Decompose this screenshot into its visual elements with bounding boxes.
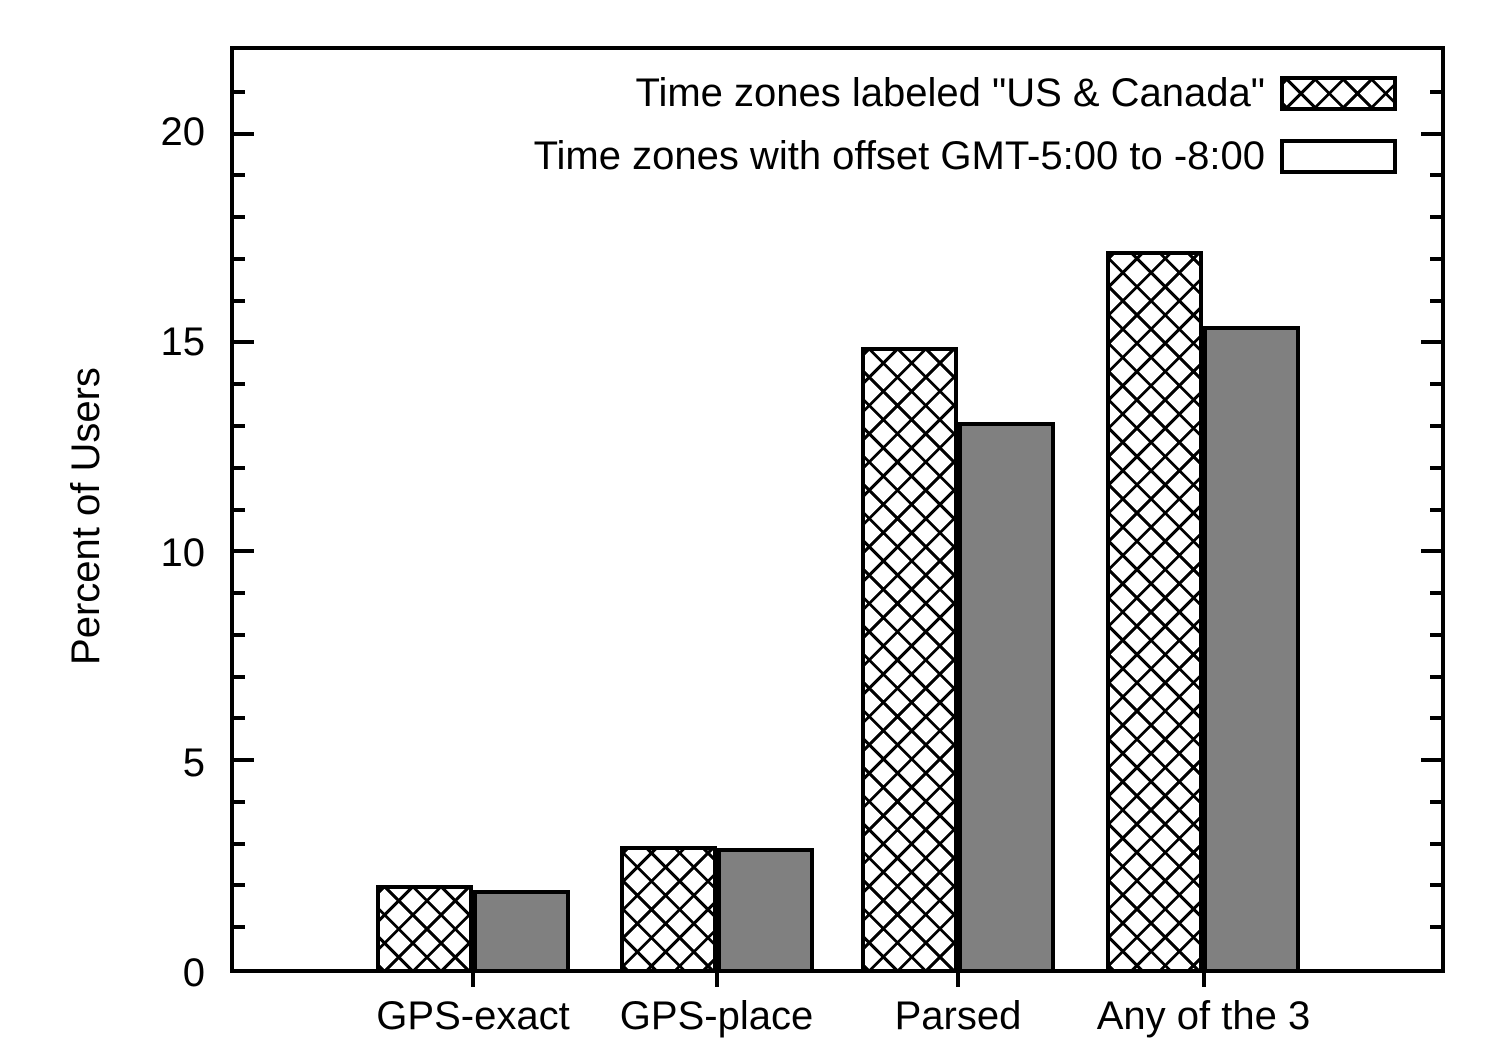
y-tick-label-10: 10 bbox=[160, 530, 206, 575]
y-axis-minor-tick bbox=[234, 591, 245, 596]
bar-gmt-offset-gps-place bbox=[716, 847, 814, 969]
legend-row-us-canada: Time zones labeled "US & Canada" bbox=[534, 72, 1397, 114]
y-axis-minor-tick bbox=[234, 423, 245, 428]
y-axis-minor-tick bbox=[234, 799, 245, 804]
y-axis-minor-tick bbox=[234, 632, 245, 637]
y-axis-minor-tick bbox=[234, 841, 245, 846]
y-axis-minor-tick bbox=[234, 883, 245, 888]
y-axis-minor-tick bbox=[234, 173, 245, 178]
y-axis-minor-tick bbox=[234, 507, 245, 512]
y-axis-major-tick bbox=[234, 549, 254, 554]
x-axis-tick bbox=[1201, 971, 1206, 987]
x-category-label-parsed: Parsed bbox=[894, 994, 1022, 1038]
y-axis-minor-tick bbox=[234, 89, 245, 94]
y-tick-label-0: 0 bbox=[182, 951, 205, 995]
y-axis-minor-tick bbox=[1430, 298, 1441, 303]
y-axis-minor-tick bbox=[1430, 883, 1441, 888]
y-axis-minor-tick bbox=[1430, 632, 1441, 637]
legend-swatch-crosshatch-icon bbox=[1280, 75, 1397, 111]
y-axis-minor-tick bbox=[1430, 716, 1441, 721]
y-axis-minor-tick bbox=[1430, 799, 1441, 804]
y-axis-major-tick bbox=[234, 758, 254, 763]
y-tick-label-15: 15 bbox=[160, 320, 206, 365]
y-axis-major-tick bbox=[1421, 758, 1441, 763]
y-axis-minor-tick bbox=[1430, 507, 1441, 512]
x-category-label-any-of-the-3: Any of the 3 bbox=[1096, 994, 1311, 1038]
y-axis-minor-tick bbox=[1430, 215, 1441, 220]
y-axis-minor-tick bbox=[234, 925, 245, 930]
y-axis-minor-tick bbox=[234, 465, 245, 470]
x-axis-tick bbox=[956, 971, 960, 987]
bar-us-canada-gps-place bbox=[619, 845, 717, 969]
y-axis-minor-tick bbox=[234, 674, 245, 679]
y-axis-minor-tick bbox=[234, 716, 245, 721]
plot-area: Time zones labeled "US & Canada" Time zo… bbox=[230, 46, 1445, 973]
bar-gmt-offset-gps-exact bbox=[472, 889, 570, 969]
x-axis-tick bbox=[714, 971, 719, 987]
bar-us-canada-parsed bbox=[860, 346, 958, 969]
bar-us-canada-any-of-the-3 bbox=[1106, 250, 1204, 969]
y-axis-minor-tick bbox=[1430, 591, 1441, 596]
y-tick-label-20: 20 bbox=[160, 110, 206, 155]
y-axis-minor-tick bbox=[1430, 256, 1441, 261]
bar-gmt-offset-parsed bbox=[957, 421, 1055, 969]
y-axis-minor-tick bbox=[1430, 674, 1441, 679]
legend-label-gmt-offset: Time zones with offset GMT-5:00 to -8:00 bbox=[533, 134, 1265, 178]
legend-label-us-canada: Time zones labeled "US & Canada" bbox=[635, 71, 1265, 115]
y-axis-minor-tick bbox=[234, 256, 245, 261]
y-axis-minor-tick bbox=[1430, 925, 1441, 930]
y-axis-minor-tick bbox=[1430, 382, 1441, 387]
y-axis-major-tick bbox=[1421, 549, 1441, 554]
y-axis-minor-tick bbox=[1430, 173, 1441, 178]
bar-gmt-offset-any-of-the-3 bbox=[1203, 325, 1301, 969]
legend-swatch-gray-icon bbox=[1280, 138, 1397, 174]
x-axis-tick bbox=[471, 971, 475, 987]
y-axis-major-tick bbox=[1421, 131, 1441, 136]
x-category-label-gps-place: GPS-place bbox=[619, 994, 814, 1038]
y-axis-title: Percent of Users bbox=[64, 367, 108, 665]
y-axis-minor-tick bbox=[1430, 841, 1441, 846]
y-axis-minor-tick bbox=[1430, 423, 1441, 428]
y-axis-minor-tick bbox=[234, 298, 245, 303]
x-category-label-gps-exact: GPS-exact bbox=[376, 994, 570, 1038]
y-axis-minor-tick bbox=[234, 215, 245, 220]
y-axis-minor-tick bbox=[1430, 89, 1441, 94]
legend: Time zones labeled "US & Canada" Time zo… bbox=[534, 72, 1397, 198]
bar-us-canada-gps-exact bbox=[375, 885, 473, 969]
y-axis-major-tick bbox=[234, 131, 254, 136]
y-axis-minor-tick bbox=[234, 382, 245, 387]
y-axis-major-tick bbox=[234, 340, 254, 345]
y-tick-label-5: 5 bbox=[182, 740, 205, 785]
legend-row-gmt-offset: Time zones with offset GMT-5:00 to -8:00 bbox=[534, 135, 1397, 177]
y-axis-minor-tick bbox=[1430, 465, 1441, 470]
y-axis-major-tick bbox=[1421, 340, 1441, 345]
